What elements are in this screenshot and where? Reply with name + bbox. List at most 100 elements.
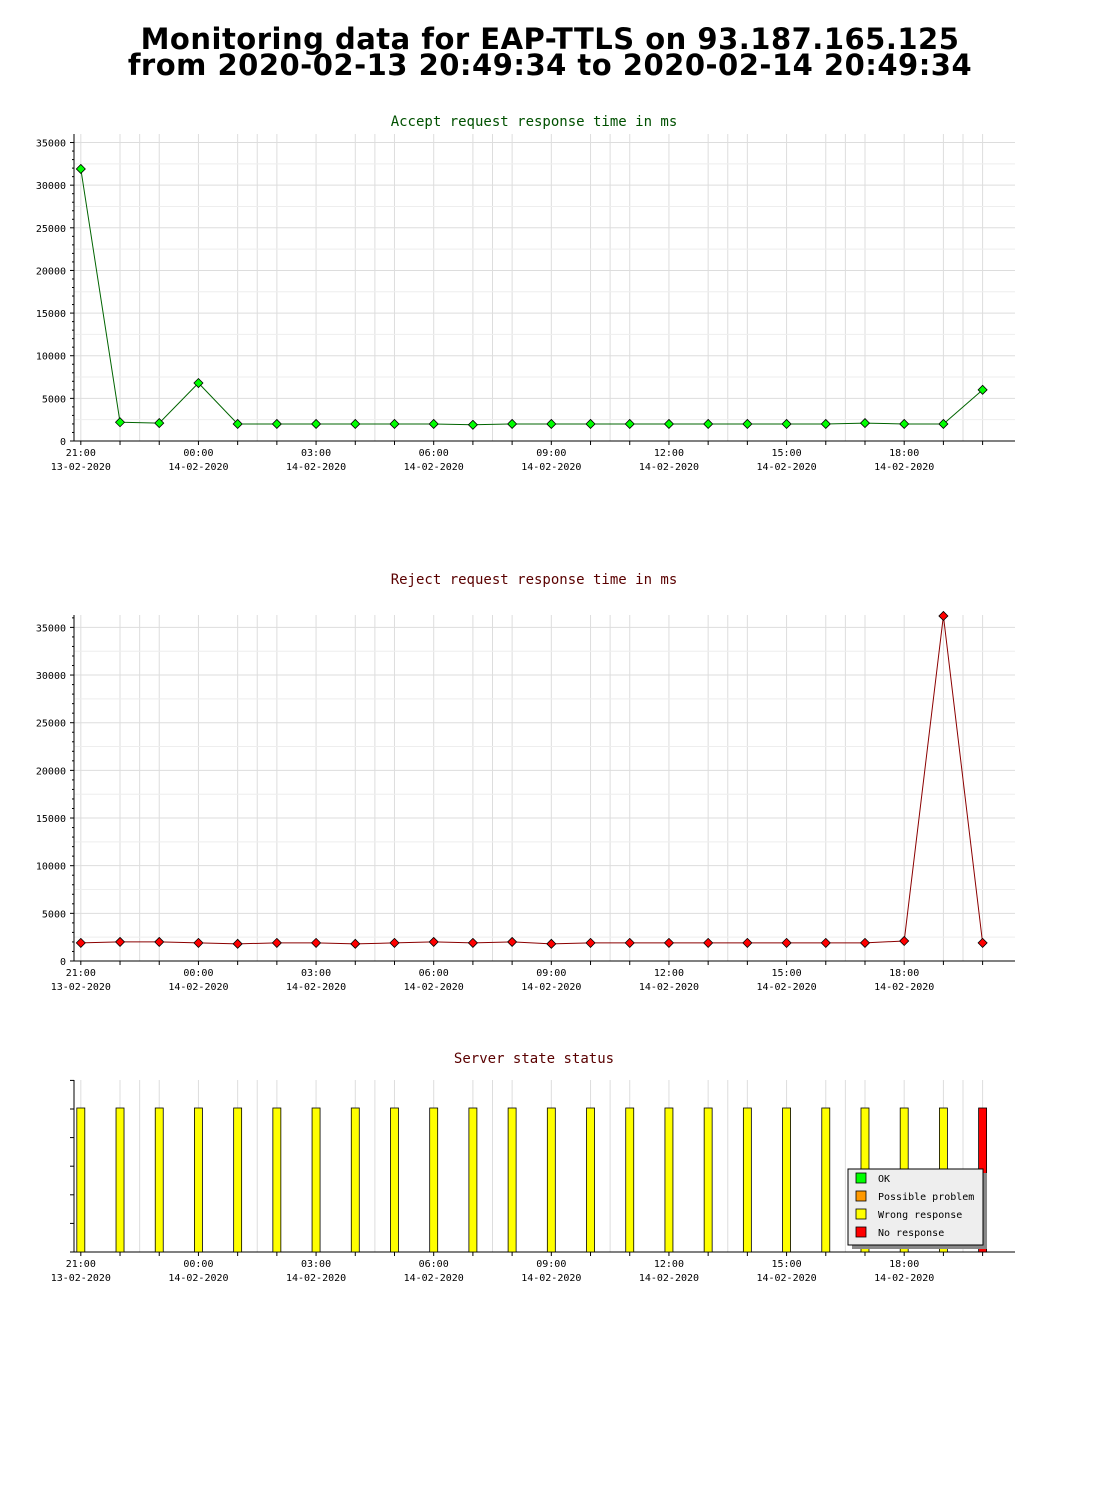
- x-tick-label-date: 13-02-2020: [51, 982, 111, 993]
- status-bar: [586, 1107, 595, 1253]
- chart-3: Server state status 21:00 13-02-2020 00:00 1…: [51, 1051, 1015, 1284]
- x-tick-label-time: 15:00: [772, 1259, 802, 1270]
- status-bar: [390, 1107, 399, 1253]
- y-tick-label: 35000: [36, 623, 66, 634]
- status-bar: [272, 1107, 282, 1253]
- page-title-line-2: from 2020-02-13 20:49:34 to 2020-02-14 2…: [127, 48, 973, 82]
- data-point: [467, 937, 478, 948]
- x-tick-label-time: 09:00: [536, 968, 566, 979]
- legend-swatch: [855, 1190, 867, 1202]
- legend: OK Possible problem Wrong response No respo…: [847, 1168, 987, 1249]
- legend-swatch: [855, 1172, 867, 1184]
- data-point: [546, 938, 557, 949]
- x-tick-label-date: 14-02-2020: [874, 982, 934, 993]
- x-tick-label-date: 14-02-2020: [639, 462, 699, 473]
- data-point: [428, 418, 439, 430]
- legend-label: No response: [878, 1228, 944, 1239]
- chart-title: Server state status: [454, 1051, 614, 1067]
- data-point: [820, 937, 831, 948]
- x-tick-label-date: 14-02-2020: [639, 982, 699, 993]
- data-point: [899, 418, 910, 430]
- x-tick-label-time: 12:00: [654, 1259, 684, 1270]
- status-bar: [429, 1107, 439, 1253]
- data-point: [742, 937, 753, 948]
- data-point: [585, 937, 596, 948]
- y-tick-label: 10000: [36, 352, 66, 363]
- x-tick-label-time: 21:00: [66, 1259, 96, 1270]
- status-bar: [115, 1107, 125, 1253]
- y-tick-label: 0: [60, 437, 66, 448]
- status-bar: [703, 1107, 713, 1253]
- x-tick-label-time: 09:00: [536, 448, 566, 459]
- y-tick-label: 30000: [36, 671, 66, 682]
- x-tick-label-time: 06:00: [419, 968, 449, 979]
- x-tick-label-date: 14-02-2020: [756, 462, 816, 473]
- status-bar: [507, 1107, 517, 1253]
- data-point: [467, 419, 478, 430]
- chart-title: Accept request response time in ms: [391, 114, 678, 130]
- data-point: [350, 938, 361, 949]
- x-tick-label-date: 13-02-2020: [51, 462, 111, 473]
- x-tick-label-time: 21:00: [66, 968, 96, 979]
- data-point: [938, 610, 949, 622]
- status-bar: [821, 1107, 831, 1253]
- data-point: [271, 418, 282, 430]
- data-point: [154, 936, 165, 948]
- x-tick-label-date: 13-02-2020: [51, 1273, 111, 1284]
- data-point: [899, 935, 910, 947]
- x-tick-label-date: 14-02-2020: [756, 982, 816, 993]
- x-tick-label-time: 18:00: [889, 1259, 919, 1270]
- status-bar: [233, 1107, 243, 1253]
- data-point: [389, 937, 400, 948]
- y-tick-label: 15000: [36, 814, 66, 825]
- data-point: [350, 418, 361, 430]
- x-tick-label-date: 14-02-2020: [168, 982, 228, 993]
- data-point: [232, 938, 243, 949]
- x-tick-label-time: 15:00: [772, 968, 802, 979]
- data-point: [311, 418, 322, 430]
- data-point: [271, 937, 282, 948]
- data-point: [75, 937, 86, 948]
- x-tick-label-time: 15:00: [772, 448, 802, 459]
- x-tick-label-time: 00:00: [183, 968, 213, 979]
- data-point: [193, 377, 204, 389]
- x-tick-label-time: 06:00: [419, 448, 449, 459]
- legend-box: [847, 1168, 984, 1246]
- x-tick-label-date: 14-02-2020: [286, 982, 346, 993]
- data-point: [311, 937, 322, 948]
- y-tick-label: 10000: [36, 862, 66, 873]
- x-tick-label-date: 14-02-2020: [286, 462, 346, 473]
- status-bar: [76, 1107, 86, 1253]
- data-point: [820, 418, 831, 430]
- status-bar: [546, 1107, 556, 1253]
- data-point: [781, 418, 792, 430]
- x-tick-label-time: 00:00: [183, 448, 213, 459]
- data-point: [585, 418, 596, 430]
- x-tick-label-time: 18:00: [889, 448, 919, 459]
- x-tick-label-date: 14-02-2020: [404, 982, 464, 993]
- status-bar: [782, 1107, 791, 1253]
- legend-label: Wrong response: [878, 1210, 962, 1221]
- x-tick-label-time: 21:00: [66, 448, 96, 459]
- y-tick-label: 35000: [36, 139, 66, 150]
- x-tick-label-date: 14-02-2020: [521, 982, 581, 993]
- x-tick-label-date: 14-02-2020: [404, 1273, 464, 1284]
- y-tick-label: 20000: [36, 766, 66, 777]
- y-tick-label: 0: [60, 957, 66, 968]
- legend-label: OK: [878, 1174, 890, 1185]
- data-point: [389, 418, 400, 430]
- series-line: [80, 615, 984, 945]
- data-point: [114, 936, 126, 948]
- y-tick-label: 5000: [42, 909, 66, 920]
- status-bar: [664, 1107, 674, 1253]
- page-title-line-1: Monitoring data for EAP-TTLS on 93.187.1…: [140, 22, 960, 56]
- data-point: [546, 418, 557, 430]
- data-point: [232, 418, 243, 430]
- data-point: [75, 163, 86, 175]
- x-tick-label-time: 00:00: [183, 1259, 213, 1270]
- x-tick-label-time: 03:00: [301, 968, 331, 979]
- status-bar: [311, 1107, 321, 1253]
- data-point: [663, 937, 675, 948]
- x-tick-label-date: 14-02-2020: [874, 462, 934, 473]
